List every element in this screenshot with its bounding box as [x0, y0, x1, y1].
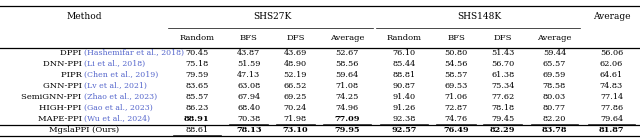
Text: DFS: DFS: [286, 34, 305, 42]
Text: MgslaPPI (Ours): MgslaPPI (Ours): [49, 126, 119, 134]
Text: 78.58: 78.58: [543, 82, 566, 90]
Text: 78.13: 78.13: [236, 126, 262, 134]
Text: Average: Average: [593, 12, 630, 21]
Text: 63.08: 63.08: [237, 82, 260, 90]
Text: 82.20: 82.20: [543, 115, 566, 123]
Text: 82.29: 82.29: [490, 126, 515, 134]
Text: 79.64: 79.64: [600, 115, 623, 123]
Text: 74.76: 74.76: [444, 115, 468, 123]
Text: 51.43: 51.43: [491, 49, 515, 57]
Text: 69.59: 69.59: [543, 71, 566, 79]
Text: BFS: BFS: [240, 34, 258, 42]
Text: 62.06: 62.06: [600, 60, 623, 68]
Text: (Li et al., 2018): (Li et al., 2018): [84, 60, 145, 68]
Text: 70.45: 70.45: [186, 49, 209, 57]
Text: 65.57: 65.57: [543, 60, 566, 68]
Text: 47.13: 47.13: [237, 71, 260, 79]
Text: 79.59: 79.59: [186, 71, 209, 79]
Text: 74.25: 74.25: [335, 93, 359, 101]
Text: 75.18: 75.18: [186, 60, 209, 68]
Text: DNN-PPI: DNN-PPI: [43, 60, 84, 68]
Text: 69.25: 69.25: [284, 93, 307, 101]
Text: 81.87: 81.87: [599, 126, 624, 134]
Text: (Lv et al., 2021): (Lv et al., 2021): [84, 82, 147, 90]
Text: 76.10: 76.10: [393, 49, 416, 57]
Text: 79.45: 79.45: [491, 115, 515, 123]
Text: 91.26: 91.26: [392, 104, 416, 112]
Text: 52.67: 52.67: [335, 49, 359, 57]
Text: 76.49: 76.49: [444, 126, 469, 134]
Text: 66.52: 66.52: [284, 82, 307, 90]
Text: 50.80: 50.80: [444, 49, 468, 57]
Text: (Chen et al., 2019): (Chen et al., 2019): [84, 71, 159, 79]
Text: 68.40: 68.40: [237, 104, 260, 112]
Text: 43.69: 43.69: [284, 49, 307, 57]
Text: 77.86: 77.86: [600, 104, 623, 112]
Text: 79.95: 79.95: [335, 126, 360, 134]
Text: 75.34: 75.34: [491, 82, 515, 90]
Text: Average: Average: [330, 34, 364, 42]
Text: 78.18: 78.18: [491, 104, 514, 112]
Text: 85.44: 85.44: [392, 60, 416, 68]
Text: 72.87: 72.87: [444, 104, 468, 112]
Text: 74.83: 74.83: [600, 82, 623, 90]
Text: 67.94: 67.94: [237, 93, 260, 101]
Text: 56.06: 56.06: [600, 49, 623, 57]
Text: 73.10: 73.10: [283, 126, 308, 134]
Text: PIPR: PIPR: [61, 71, 84, 79]
Text: (Zhao et al., 2023): (Zhao et al., 2023): [84, 93, 157, 101]
Text: (Gao et al., 2023): (Gao et al., 2023): [84, 104, 153, 112]
Text: 86.23: 86.23: [185, 104, 209, 112]
Text: 83.78: 83.78: [541, 126, 567, 134]
Text: 71.08: 71.08: [335, 82, 359, 90]
Text: 88.81: 88.81: [393, 71, 416, 79]
Text: 92.38: 92.38: [392, 115, 416, 123]
Text: (Wu et al., 2024): (Wu et al., 2024): [84, 115, 150, 123]
Text: Random: Random: [387, 34, 422, 42]
Text: 80.03: 80.03: [543, 93, 566, 101]
Text: 91.40: 91.40: [393, 93, 416, 101]
Text: Method: Method: [67, 12, 102, 21]
Text: 88.61: 88.61: [186, 126, 209, 134]
Text: 61.38: 61.38: [491, 71, 515, 79]
Text: 80.77: 80.77: [543, 104, 566, 112]
Text: 51.59: 51.59: [237, 60, 260, 68]
Text: 43.87: 43.87: [237, 49, 260, 57]
Text: MAPE-PPI: MAPE-PPI: [38, 115, 84, 123]
Text: 77.14: 77.14: [600, 93, 623, 101]
Text: 92.57: 92.57: [392, 126, 417, 134]
Text: 71.06: 71.06: [444, 93, 468, 101]
Text: DPPI: DPPI: [60, 49, 84, 57]
Text: 74.96: 74.96: [335, 104, 359, 112]
Text: HIGH-PPI: HIGH-PPI: [39, 104, 84, 112]
Text: 59.64: 59.64: [335, 71, 359, 79]
Text: 85.57: 85.57: [185, 93, 209, 101]
Text: 52.19: 52.19: [284, 71, 307, 79]
Text: 54.56: 54.56: [444, 60, 468, 68]
Text: Average: Average: [538, 34, 572, 42]
Text: 59.44: 59.44: [543, 49, 566, 57]
Text: 56.70: 56.70: [491, 60, 515, 68]
Text: 90.87: 90.87: [393, 82, 416, 90]
Text: BFS: BFS: [447, 34, 465, 42]
Text: SHS148K: SHS148K: [457, 12, 502, 21]
Text: 48.90: 48.90: [284, 60, 307, 68]
Text: 64.61: 64.61: [600, 71, 623, 79]
Text: 70.24: 70.24: [284, 104, 307, 112]
Text: 58.57: 58.57: [444, 71, 468, 79]
Text: SemiGNN-PPI: SemiGNN-PPI: [21, 93, 84, 101]
Text: (Hashemifar et al., 2018): (Hashemifar et al., 2018): [84, 49, 184, 57]
Text: 88.91: 88.91: [184, 115, 210, 123]
Text: 83.65: 83.65: [185, 82, 209, 90]
Text: 77.62: 77.62: [491, 93, 515, 101]
Text: 70.38: 70.38: [237, 115, 260, 123]
Text: GNN-PPI: GNN-PPI: [43, 82, 84, 90]
Text: 69.53: 69.53: [444, 82, 468, 90]
Text: 58.56: 58.56: [335, 60, 359, 68]
Text: 77.09: 77.09: [335, 115, 360, 123]
Text: SHS27K: SHS27K: [253, 12, 291, 21]
Text: DFS: DFS: [493, 34, 512, 42]
Text: Random: Random: [179, 34, 214, 42]
Text: 71.98: 71.98: [284, 115, 307, 123]
